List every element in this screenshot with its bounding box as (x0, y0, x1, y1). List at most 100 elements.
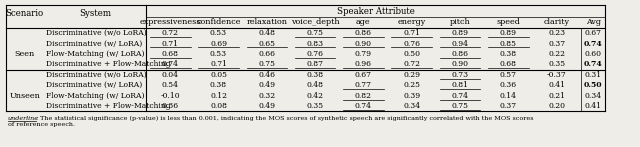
Text: 0.87: 0.87 (307, 60, 324, 68)
Text: 0.05: 0.05 (210, 71, 227, 79)
Text: 0.66: 0.66 (259, 50, 275, 58)
Text: 0.04: 0.04 (162, 71, 179, 79)
Text: 0.53: 0.53 (210, 29, 227, 37)
Text: Discriminative (w/ LoRA): Discriminative (w/ LoRA) (47, 40, 143, 47)
Text: 0.73: 0.73 (451, 71, 468, 79)
Text: 0.39: 0.39 (403, 92, 420, 100)
Text: 0.14: 0.14 (500, 92, 517, 100)
Text: expressiveness: expressiveness (140, 19, 201, 26)
Text: 0.57: 0.57 (500, 71, 517, 79)
Text: clarity: clarity (543, 19, 570, 26)
Text: 0.74: 0.74 (451, 92, 468, 100)
Text: 0.34: 0.34 (403, 102, 420, 110)
Text: Discriminative (w/ LoRA): Discriminative (w/ LoRA) (47, 81, 143, 89)
Text: 0.81: 0.81 (451, 81, 468, 89)
Text: voice_depth: voice_depth (291, 19, 339, 26)
Text: 0.71: 0.71 (162, 40, 179, 47)
Text: 0.74: 0.74 (584, 40, 602, 47)
Text: 0.38: 0.38 (500, 50, 517, 58)
Text: 0.90: 0.90 (451, 60, 468, 68)
Text: 0.22: 0.22 (548, 50, 565, 58)
Text: 0.38: 0.38 (307, 71, 324, 79)
Text: 0.48: 0.48 (307, 81, 324, 89)
Text: Flow-Matching (w/ LoRA): Flow-Matching (w/ LoRA) (47, 92, 145, 100)
Text: Discriminative + Flow-Matching: Discriminative + Flow-Matching (47, 102, 171, 110)
Text: 0.65: 0.65 (259, 40, 275, 47)
Text: 0.89: 0.89 (500, 29, 517, 37)
Text: 0.35: 0.35 (307, 102, 324, 110)
Text: 0.34: 0.34 (584, 92, 602, 100)
Text: 0.49: 0.49 (259, 81, 275, 89)
Text: 0.75: 0.75 (259, 60, 275, 68)
Text: 0.75: 0.75 (451, 102, 468, 110)
Text: 0.48: 0.48 (259, 29, 275, 37)
Text: Speaker Attribute: Speaker Attribute (337, 7, 415, 16)
Text: 0.68: 0.68 (162, 50, 179, 58)
Text: Scenario: Scenario (6, 9, 44, 18)
Text: System: System (79, 9, 111, 18)
Text: 0.74: 0.74 (162, 60, 179, 68)
Text: relaxation: relaxation (246, 19, 287, 26)
Text: 0.89: 0.89 (451, 29, 468, 37)
Text: 0.38: 0.38 (210, 81, 227, 89)
Text: 0.32: 0.32 (259, 92, 275, 100)
Text: 0.86: 0.86 (355, 29, 372, 37)
Text: 0.94: 0.94 (451, 40, 468, 47)
Text: Seen: Seen (15, 50, 35, 58)
Text: 0.37: 0.37 (500, 102, 517, 110)
Text: 0.85: 0.85 (500, 40, 517, 47)
Text: 0.86: 0.86 (451, 50, 468, 58)
Text: speed: speed (497, 19, 520, 26)
Text: 0.49: 0.49 (259, 102, 275, 110)
Text: underline: underline (8, 116, 38, 121)
Text: 0.36: 0.36 (500, 81, 517, 89)
Text: 0.23: 0.23 (548, 29, 565, 37)
Text: 0.67: 0.67 (355, 71, 372, 79)
Text: 0.50: 0.50 (584, 81, 602, 89)
Text: -0.10: -0.10 (161, 92, 180, 100)
Text: 0.74: 0.74 (355, 102, 372, 110)
Text: 0.67: 0.67 (584, 29, 602, 37)
Text: 0.50: 0.50 (403, 50, 420, 58)
Text: Unseen: Unseen (9, 92, 40, 100)
Text: 0.71: 0.71 (403, 29, 420, 37)
Text: 0.83: 0.83 (307, 40, 324, 47)
Text: Flow-Matching (w/ LoRA): Flow-Matching (w/ LoRA) (47, 50, 145, 58)
Text: Discriminative + Flow-Matching: Discriminative + Flow-Matching (47, 60, 171, 68)
Text: 0.35: 0.35 (548, 60, 565, 68)
Text: 0.41: 0.41 (548, 81, 565, 89)
Text: 0.25: 0.25 (403, 81, 420, 89)
Text: confidence: confidence (196, 19, 241, 26)
Text: -0.37: -0.37 (547, 71, 566, 79)
Text: 0.72: 0.72 (403, 60, 420, 68)
Text: 0.31: 0.31 (584, 71, 602, 79)
Text: 0.75: 0.75 (307, 29, 324, 37)
Text: 0.08: 0.08 (210, 102, 227, 110)
Text: age: age (356, 19, 371, 26)
Text: 0.74: 0.74 (584, 60, 602, 68)
Text: 0.21: 0.21 (548, 92, 565, 100)
Text: 0.20: 0.20 (548, 102, 565, 110)
Text: of reference speech.: of reference speech. (8, 122, 74, 127)
Text: 0.77: 0.77 (355, 81, 372, 89)
Text: Avg: Avg (586, 19, 600, 26)
Text: : The statistical significance (p-value) is less than 0.001, indicating the MOS : : The statistical significance (p-value)… (36, 116, 534, 121)
Text: 0.60: 0.60 (584, 50, 602, 58)
Text: 0.68: 0.68 (500, 60, 517, 68)
Text: 0.72: 0.72 (162, 29, 179, 37)
Text: 0.76: 0.76 (403, 40, 420, 47)
Text: 0.54: 0.54 (162, 81, 179, 89)
Text: 0.36: 0.36 (162, 102, 179, 110)
Text: 0.41: 0.41 (584, 102, 602, 110)
Text: 0.12: 0.12 (210, 92, 227, 100)
Text: 0.76: 0.76 (307, 50, 324, 58)
Text: Discriminative (w/o LoRA): Discriminative (w/o LoRA) (47, 71, 147, 79)
Text: 0.69: 0.69 (210, 40, 227, 47)
Text: 0.90: 0.90 (355, 40, 372, 47)
Text: 0.79: 0.79 (355, 50, 372, 58)
Text: 0.29: 0.29 (403, 71, 420, 79)
Text: 0.46: 0.46 (259, 71, 275, 79)
Text: 0.71: 0.71 (210, 60, 227, 68)
Text: 0.53: 0.53 (210, 50, 227, 58)
Text: Discriminative (w/o LoRA): Discriminative (w/o LoRA) (47, 29, 147, 37)
